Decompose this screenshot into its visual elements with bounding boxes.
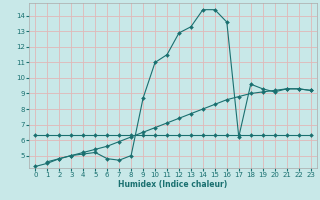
- X-axis label: Humidex (Indice chaleur): Humidex (Indice chaleur): [118, 180, 228, 189]
